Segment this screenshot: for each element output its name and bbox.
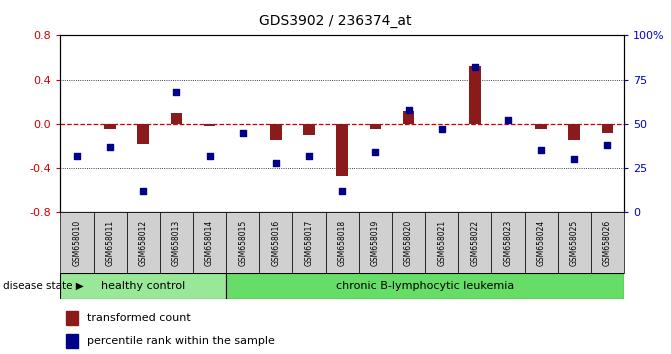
Text: chronic B-lymphocytic leukemia: chronic B-lymphocytic leukemia xyxy=(336,281,514,291)
Text: percentile rank within the sample: percentile rank within the sample xyxy=(87,336,275,346)
Bar xyxy=(370,124,381,130)
Point xyxy=(72,153,83,159)
Point xyxy=(171,89,182,95)
FancyBboxPatch shape xyxy=(458,212,491,273)
Text: GSM658019: GSM658019 xyxy=(371,219,380,266)
Bar xyxy=(535,124,547,130)
Text: GSM658013: GSM658013 xyxy=(172,219,181,266)
Text: healthy control: healthy control xyxy=(101,281,185,291)
FancyBboxPatch shape xyxy=(425,212,458,273)
FancyBboxPatch shape xyxy=(60,212,93,273)
FancyBboxPatch shape xyxy=(93,212,127,273)
Point xyxy=(535,148,546,153)
Text: GSM658020: GSM658020 xyxy=(404,219,413,266)
Point xyxy=(204,153,215,159)
FancyBboxPatch shape xyxy=(293,212,325,273)
Bar xyxy=(336,124,348,176)
FancyBboxPatch shape xyxy=(259,212,293,273)
FancyBboxPatch shape xyxy=(193,212,226,273)
Text: transformed count: transformed count xyxy=(87,313,191,323)
Point xyxy=(403,107,414,113)
Point xyxy=(238,130,248,136)
Text: GSM658017: GSM658017 xyxy=(305,219,313,266)
Text: GSM658026: GSM658026 xyxy=(603,219,612,266)
FancyBboxPatch shape xyxy=(558,212,591,273)
Bar xyxy=(204,124,215,126)
Bar xyxy=(66,334,79,348)
Text: GSM658012: GSM658012 xyxy=(139,219,148,266)
Text: GSM658024: GSM658024 xyxy=(537,219,546,266)
FancyBboxPatch shape xyxy=(226,212,259,273)
Bar xyxy=(104,124,116,130)
Bar xyxy=(403,110,414,124)
Bar xyxy=(568,124,580,141)
Point xyxy=(370,149,380,155)
Text: GSM658018: GSM658018 xyxy=(338,219,347,266)
Bar xyxy=(270,124,282,141)
FancyBboxPatch shape xyxy=(60,273,226,299)
Bar xyxy=(138,124,149,144)
Text: GSM658021: GSM658021 xyxy=(437,219,446,266)
Point xyxy=(270,160,281,166)
Bar xyxy=(66,312,79,325)
Point xyxy=(569,156,580,162)
FancyBboxPatch shape xyxy=(491,212,525,273)
Point xyxy=(337,188,348,194)
Point xyxy=(602,142,613,148)
Point xyxy=(138,188,149,194)
Text: GSM658022: GSM658022 xyxy=(470,219,479,266)
Point xyxy=(436,126,447,132)
Text: disease state ▶: disease state ▶ xyxy=(3,281,83,291)
FancyBboxPatch shape xyxy=(325,212,359,273)
Text: GSM658011: GSM658011 xyxy=(105,219,115,266)
Point xyxy=(105,144,115,150)
FancyBboxPatch shape xyxy=(591,212,624,273)
FancyBboxPatch shape xyxy=(226,273,624,299)
FancyBboxPatch shape xyxy=(392,212,425,273)
Text: GSM658010: GSM658010 xyxy=(72,219,81,266)
Text: GSM658014: GSM658014 xyxy=(205,219,214,266)
Text: GSM658016: GSM658016 xyxy=(271,219,280,266)
Point xyxy=(304,153,315,159)
Bar xyxy=(170,113,183,124)
Bar xyxy=(303,124,315,135)
FancyBboxPatch shape xyxy=(127,212,160,273)
Bar xyxy=(602,124,613,133)
FancyBboxPatch shape xyxy=(525,212,558,273)
Bar xyxy=(469,66,480,124)
Text: GDS3902 / 236374_at: GDS3902 / 236374_at xyxy=(259,14,412,28)
FancyBboxPatch shape xyxy=(160,212,193,273)
Point xyxy=(470,64,480,70)
Text: GSM658015: GSM658015 xyxy=(238,219,247,266)
FancyBboxPatch shape xyxy=(359,212,392,273)
Point xyxy=(503,118,513,123)
Text: GSM658025: GSM658025 xyxy=(570,219,579,266)
Text: GSM658023: GSM658023 xyxy=(503,219,513,266)
